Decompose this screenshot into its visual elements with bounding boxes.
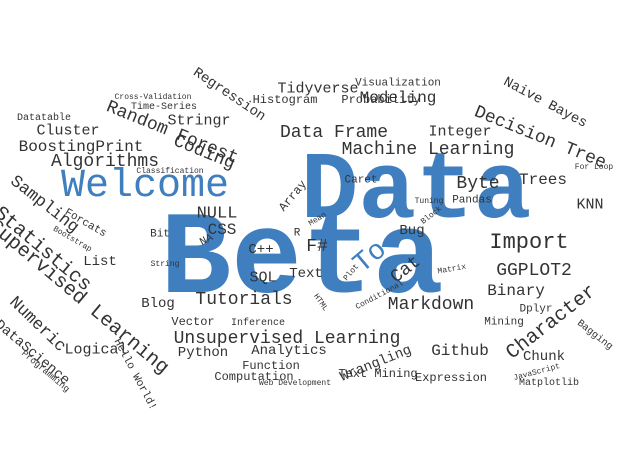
word-f: F# bbox=[306, 237, 328, 257]
word-dplyr: Dplyr bbox=[519, 303, 553, 316]
word-tidyverse: Tidyverse bbox=[277, 80, 359, 98]
word-logical: Logical bbox=[64, 341, 128, 359]
word-algorithms: Algorithms bbox=[50, 152, 160, 172]
word-expression: Expression bbox=[414, 371, 488, 385]
word-tutorials: Tutorials bbox=[195, 290, 293, 310]
word-binary: Binary bbox=[487, 282, 545, 300]
word-computation: Computation bbox=[214, 370, 294, 384]
word-cluster: Cluster bbox=[36, 122, 100, 140]
word-c: C++ bbox=[248, 242, 274, 258]
word-probability: Probability bbox=[341, 93, 421, 107]
word-tuning: Tuning bbox=[414, 197, 444, 206]
word-markdown: Markdown bbox=[387, 295, 475, 315]
word-histogram: Histogram bbox=[252, 93, 318, 107]
word-text: Text bbox=[289, 266, 323, 282]
word-r: R bbox=[293, 227, 301, 240]
word-byte: Byte bbox=[456, 174, 500, 194]
word-string: String bbox=[150, 260, 180, 269]
word-matplotlib: Matplotlib bbox=[518, 378, 580, 389]
word-web-development: Web Development bbox=[258, 379, 332, 388]
word-inference: Inference bbox=[230, 318, 286, 329]
word-modeling: Modeling bbox=[359, 89, 437, 107]
word-caret: Caret bbox=[344, 174, 378, 187]
word-machine-learning: Machine Learning bbox=[341, 140, 515, 160]
word-bug: Bug bbox=[399, 223, 425, 239]
word-import: Import bbox=[489, 230, 569, 255]
word-chunk: Chunk bbox=[522, 349, 566, 365]
word-blog: Blog bbox=[141, 296, 175, 312]
word-stringr: Stringr bbox=[167, 112, 231, 130]
word-mining: Mining bbox=[484, 316, 524, 329]
word-text-mining: Text Mining bbox=[338, 367, 418, 381]
word-data: Data bbox=[300, 137, 532, 246]
word-cross-validation: Cross-Validation bbox=[114, 93, 192, 102]
word-bagging: Bagging bbox=[574, 318, 615, 353]
word-sql: SQL bbox=[249, 269, 277, 287]
word-css: CSS bbox=[207, 221, 237, 239]
word-github: Github bbox=[431, 342, 489, 360]
word-vector: Vector bbox=[171, 315, 215, 329]
word-welcome: Welcome bbox=[60, 164, 230, 209]
word-unsupervised-learning: Unsupervised Learning bbox=[173, 329, 401, 349]
word-null: NULL bbox=[196, 204, 238, 224]
word-bit: Bit bbox=[150, 228, 170, 241]
word-data-frame: Data Frame bbox=[279, 123, 389, 143]
word-ggplot2: GGPLOT2 bbox=[496, 261, 572, 281]
word-integer: Integer bbox=[428, 123, 492, 141]
word-time-series: Time-Series bbox=[130, 102, 198, 113]
word-boostingprint: BoostingPrint bbox=[18, 138, 144, 156]
word-beta: Beta bbox=[160, 195, 444, 328]
word-list: List bbox=[83, 254, 117, 270]
word-pandas: Pandas bbox=[452, 194, 492, 207]
word-for-loop: For Loop bbox=[574, 163, 614, 172]
word-python: Python bbox=[177, 345, 229, 361]
word-visualization: Visualization bbox=[355, 77, 441, 90]
word-knn: KNN bbox=[576, 196, 604, 214]
word-function: Function bbox=[242, 359, 300, 373]
word-datatable: Datatable bbox=[16, 113, 72, 124]
word-classification: Classification bbox=[136, 167, 204, 176]
word-analytics: Analytics bbox=[251, 343, 327, 359]
word-trees: Trees bbox=[518, 171, 568, 189]
